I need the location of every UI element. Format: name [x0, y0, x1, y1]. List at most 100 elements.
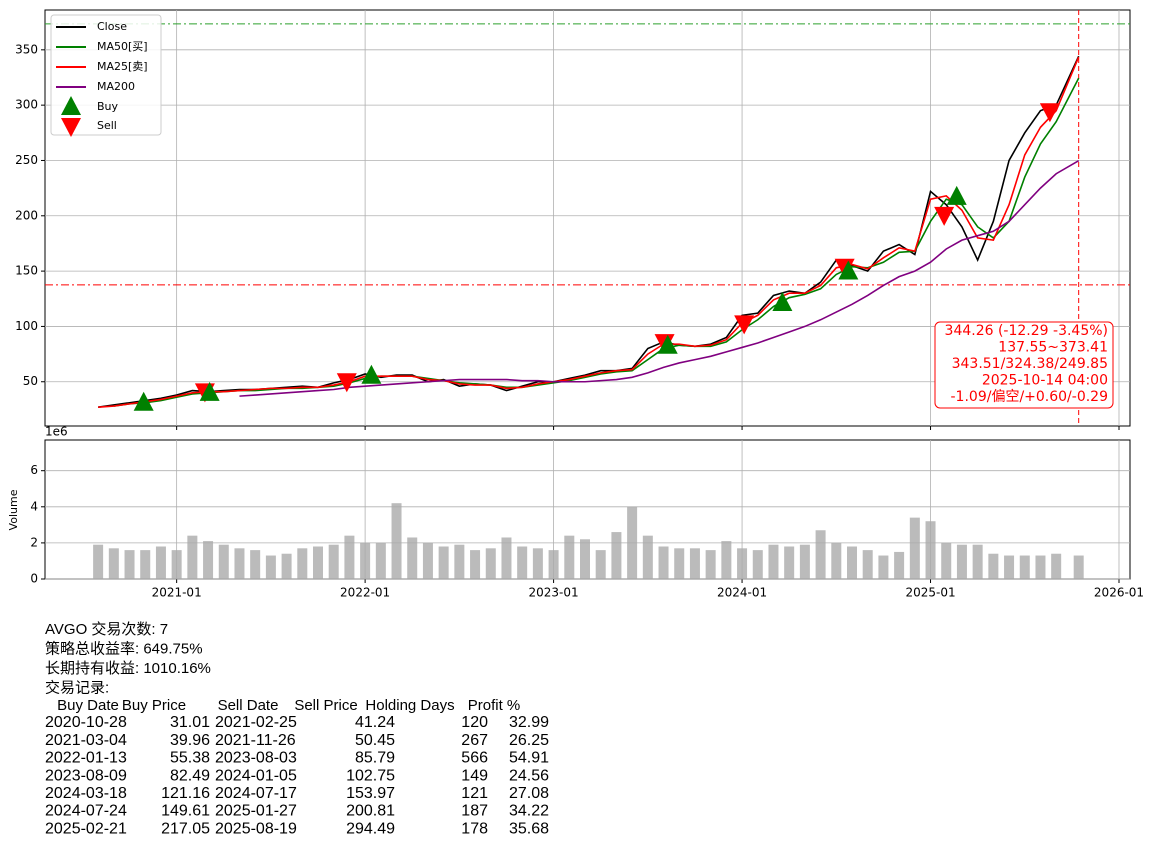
buy-marker — [657, 334, 678, 354]
table-cell: 2025-08-19 — [215, 820, 297, 837]
table-cell: 102.75 — [346, 767, 395, 784]
summary-line: 交易记录: — [45, 678, 109, 696]
legend-marker — [61, 96, 81, 115]
annotation-text: 137.55~373.41 — [998, 340, 1108, 356]
volume-bar — [658, 546, 669, 579]
volume-bar — [752, 550, 763, 579]
table-cell: 187 — [461, 803, 488, 820]
volume-bar — [674, 548, 685, 579]
table-cell: 31.01 — [170, 714, 210, 731]
volume-bar — [909, 517, 920, 579]
y-tick-label: 4 — [30, 499, 38, 513]
table-header: Buy Date — [57, 697, 119, 714]
volume-bar — [894, 551, 905, 579]
volume-bar — [360, 542, 371, 579]
volume-bar — [595, 550, 606, 579]
sell-marker — [734, 315, 755, 335]
x-tick-label: 2024-01 — [717, 586, 767, 600]
table-cell: 82.49 — [170, 767, 210, 784]
annotation-text: 2025-10-14 04:00 — [982, 373, 1108, 389]
table-cell: 26.25 — [509, 732, 549, 749]
volume-bar — [564, 535, 575, 579]
volume-bar — [265, 555, 276, 579]
table-cell: 24.56 — [509, 767, 549, 784]
table-cell: 35.68 — [509, 820, 549, 837]
table-cell: 121.16 — [161, 785, 210, 802]
volume-bar — [93, 544, 104, 579]
table-cell: 200.81 — [346, 803, 395, 820]
legend-label: MA200 — [97, 80, 135, 93]
volume-bar — [140, 550, 151, 579]
volume-bar — [108, 548, 119, 579]
x-tick-label: 2022-01 — [340, 586, 390, 600]
legend-label: MA50[买] — [97, 40, 148, 53]
table-cell: 178 — [461, 820, 488, 837]
buy-marker — [199, 381, 220, 401]
volume-bar — [485, 548, 496, 579]
volume-bar — [532, 548, 543, 579]
summary-line: 长期持有收益: 1010.16% — [45, 660, 211, 677]
volume-bar — [501, 537, 512, 579]
y-tick-label: 0 — [30, 572, 38, 586]
line-series — [113, 77, 1080, 407]
volume-bar — [171, 550, 182, 579]
x-tick-label: 2025-01 — [905, 586, 955, 600]
volume-bar — [941, 542, 952, 579]
y-tick-label: 2 — [30, 535, 38, 549]
volume-bar — [705, 550, 716, 579]
y-tick-label: 6 — [30, 463, 38, 477]
legend-marker — [61, 118, 81, 137]
y-tick-label: 50 — [23, 374, 38, 388]
volume-bar — [548, 550, 559, 579]
volume-bar — [627, 506, 638, 579]
volume-bar — [1073, 555, 1084, 579]
x-tick-label: 2026-01 — [1094, 586, 1144, 600]
table-cell: 50.45 — [355, 732, 395, 749]
volume-bar — [391, 503, 402, 579]
table-header: Holding Days — [365, 697, 454, 714]
volume-bar — [925, 521, 936, 579]
x-tick-label: 2023-01 — [529, 586, 579, 600]
table-cell: 120 — [461, 714, 488, 731]
buy-marker — [946, 185, 967, 205]
table-cell: 55.38 — [170, 750, 210, 767]
table-cell: 121 — [461, 785, 488, 802]
table-cell: 34.22 — [509, 803, 549, 820]
volume-bar — [847, 546, 857, 579]
volume-bar — [642, 535, 653, 579]
table-cell: 2023-08-03 — [215, 750, 297, 767]
volume-bar — [737, 548, 748, 579]
summary-line: 策略总收益率: 649.75% — [45, 640, 203, 657]
volume-bar — [407, 537, 418, 579]
y-tick-label: 150 — [15, 264, 38, 278]
legend-label: MA25[卖] — [97, 60, 148, 73]
table-cell: 85.79 — [355, 750, 395, 767]
volume-bar — [1051, 553, 1062, 579]
table-header: Sell Price — [294, 697, 357, 714]
volume-bar — [454, 544, 465, 579]
table-cell: 149 — [461, 767, 488, 784]
volume-bar — [438, 546, 449, 579]
table-cell: 2021-11-26 — [215, 732, 296, 749]
line-series — [239, 159, 1080, 397]
y-axis-label: Volume — [7, 489, 20, 530]
table-cell: 267 — [461, 732, 488, 749]
volume-bar — [155, 546, 166, 579]
annotation-text: -1.09/偏空/+0.60/-0.29 — [951, 389, 1109, 405]
volume-bar — [689, 548, 700, 579]
y-tick-label: 100 — [15, 319, 38, 333]
volume-bar — [815, 530, 826, 579]
table-header: Sell Date — [218, 697, 279, 714]
buy-marker — [772, 292, 793, 312]
table-cell: 566 — [461, 750, 488, 767]
volume-bar — [344, 535, 355, 579]
offset-label: 1e6 — [45, 425, 68, 439]
volume-bar — [878, 555, 889, 579]
sell-marker — [934, 206, 955, 226]
buy-marker — [838, 260, 859, 280]
table-cell: 2024-03-18 — [45, 785, 127, 802]
volume-bar — [250, 550, 261, 579]
table-header: Buy Price — [122, 697, 186, 714]
price-frame — [44, 9, 1131, 427]
annotation-text: 344.26 (-12.29 -3.45%) — [945, 323, 1108, 339]
